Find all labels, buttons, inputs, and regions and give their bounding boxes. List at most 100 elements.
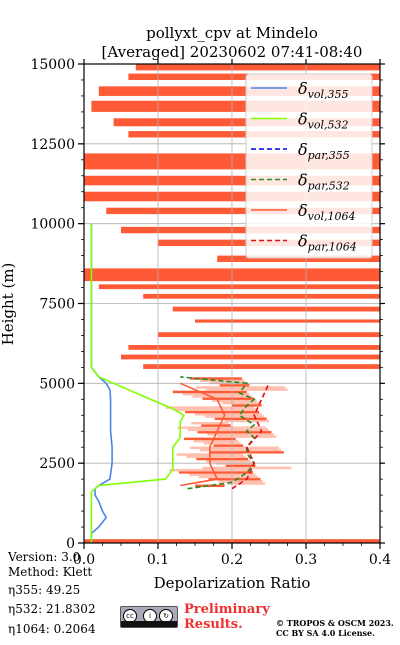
- aerosol-band-16: [199, 448, 282, 452]
- legend-label-0: δvol,355: [298, 79, 349, 101]
- legend-label-5: δpar,1064: [298, 232, 357, 254]
- y-tick-label-3: 7500: [39, 297, 75, 313]
- aerosol-band-7: [169, 468, 251, 472]
- aerosol-band-1: [228, 482, 266, 485]
- series-line-3: [180, 376, 256, 490]
- signal-band-12: [217, 255, 380, 262]
- cc-license-badge: cc i ↻: [120, 606, 178, 628]
- copyright-line2: CC BY SA 4.0 License.: [276, 628, 375, 638]
- signal-band-14: [98, 284, 381, 290]
- y-tick-label-4: 10000: [30, 217, 75, 233]
- aerosol-band-2: [218, 480, 263, 483]
- aerosol-band-22: [217, 435, 277, 438]
- aerosol-band-40: [192, 395, 252, 398]
- y-tick-label-2: 5000: [39, 376, 75, 392]
- aerosol-band-38: [212, 399, 257, 403]
- aerosol-band-25: [187, 428, 269, 432]
- signal-band-21: [143, 364, 380, 369]
- aerosol-band-5: [188, 473, 256, 476]
- copyright-notice: © TROPOS & OSCM 2023. CC BY SA 4.0 Licen…: [276, 618, 394, 638]
- x-tick-label-2: 0.2: [221, 552, 243, 568]
- aerosol-band-13: [186, 455, 246, 459]
- eta532-text: η532: 21.8302: [8, 602, 96, 616]
- aerosol-band-20: [193, 439, 239, 443]
- aerosol-band-12: [196, 457, 249, 461]
- legend-box: [245, 73, 373, 259]
- signal-band-15: [143, 293, 380, 299]
- aerosol-band-21: [183, 437, 236, 441]
- aerosol-band-35: [165, 406, 255, 409]
- aerosol-band-41: [182, 392, 250, 396]
- method-text: Method: Klett: [8, 565, 93, 579]
- eta1064-text: η1064: 0.2064: [8, 622, 96, 636]
- aerosol-band-9: [225, 464, 256, 467]
- signal-band-18: [158, 332, 380, 338]
- signal-band-9: [106, 207, 380, 215]
- aerosol-band-33: [185, 410, 260, 414]
- chart-subtitle: [Averaged] 20230602 07:41-08:40: [102, 43, 363, 61]
- aerosol-band-31: [204, 415, 265, 418]
- axis-ticks: 0.0 0.1 0.2 0.3 0.4 0 2500 5000 7500 10000 12500 15…: [30, 57, 391, 568]
- x-tick-label-3: 0.3: [295, 552, 317, 568]
- y-tick-label-5: 12500: [30, 137, 75, 153]
- series-line-1: [90, 223, 185, 543]
- aerosol-band-24: [197, 430, 272, 434]
- preliminary-notice: Preliminary Results.: [184, 602, 270, 632]
- aerosol-band-39: [202, 397, 255, 400]
- x-axis-label: Depolarization Ratio: [154, 574, 311, 592]
- aerosol-band-34: [175, 408, 257, 412]
- aerosol-band-26: [177, 426, 267, 429]
- aerosol-band-8: [202, 466, 292, 470]
- legend-label-3: δpar,532: [298, 171, 350, 193]
- signal-band-0: [135, 64, 380, 71]
- chart-title: pollyxt_cpv at Mindelo: [146, 24, 318, 42]
- legend-label-2: δpar,355: [298, 140, 350, 162]
- aerosol-band-45: [219, 383, 250, 387]
- signal-band-2: [98, 86, 381, 96]
- aerosol-band-29: [224, 419, 269, 423]
- signal-band-17: [195, 319, 380, 323]
- series-lines: [90, 223, 270, 543]
- aerosol-band-48: [190, 377, 242, 380]
- y-tick-label-1: 2500: [39, 456, 75, 472]
- aerosol-band-23: [207, 433, 274, 436]
- preliminary-line1: Preliminary: [184, 602, 270, 617]
- aerosol-band-0: [195, 484, 225, 488]
- aerosol-band-44: [196, 386, 286, 389]
- aerosol-band-6: [178, 471, 253, 474]
- aerosol-band-19: [203, 442, 241, 445]
- y-axis-label: Height (m): [0, 263, 17, 346]
- legend-label-1: δvol,532: [298, 110, 349, 132]
- chart-legend: δvol,355 δvol,532 δpar,355 δpar,532 δvol,106…: [245, 73, 373, 259]
- aerosol-band-42: [172, 390, 247, 394]
- aerosol-band-30: [214, 417, 267, 421]
- aerosol-band-43: [206, 388, 288, 391]
- aerosol-band-4: [198, 475, 258, 479]
- x-tick-label-1: 0.1: [147, 552, 169, 568]
- eta355-text: η355: 49.25: [8, 583, 81, 597]
- series-line-5: [231, 382, 270, 490]
- aerosol-band-32: [195, 413, 262, 416]
- copyright-line1: © TROPOS & OSCM 2023.: [276, 618, 394, 628]
- aerosol-band-3: [208, 477, 261, 481]
- aerosol-band-18: [213, 444, 244, 447]
- aerosol-band-15: [209, 451, 284, 454]
- signal-band-16: [172, 306, 380, 312]
- preliminary-line2: Results.: [184, 617, 243, 632]
- signal-band-20: [121, 354, 380, 360]
- x-tick-label-4: 0.4: [369, 552, 391, 568]
- signal-band-3: [91, 100, 381, 112]
- aerosol-band-28: [191, 421, 229, 425]
- legend-label-4: δvol,1064: [298, 201, 356, 223]
- x-tick-label-0: 0.0: [73, 552, 95, 568]
- aerosol-band-27: [201, 424, 231, 427]
- series-line-4: [179, 382, 226, 487]
- y-tick-label-0: 0: [66, 536, 75, 552]
- signal-band-19: [128, 345, 380, 350]
- aerosol-band-37: [222, 401, 260, 405]
- y-tick-label-6: 15000: [30, 57, 75, 73]
- aerosol-band-17: [190, 446, 279, 450]
- aerosol-band-11: [206, 459, 251, 463]
